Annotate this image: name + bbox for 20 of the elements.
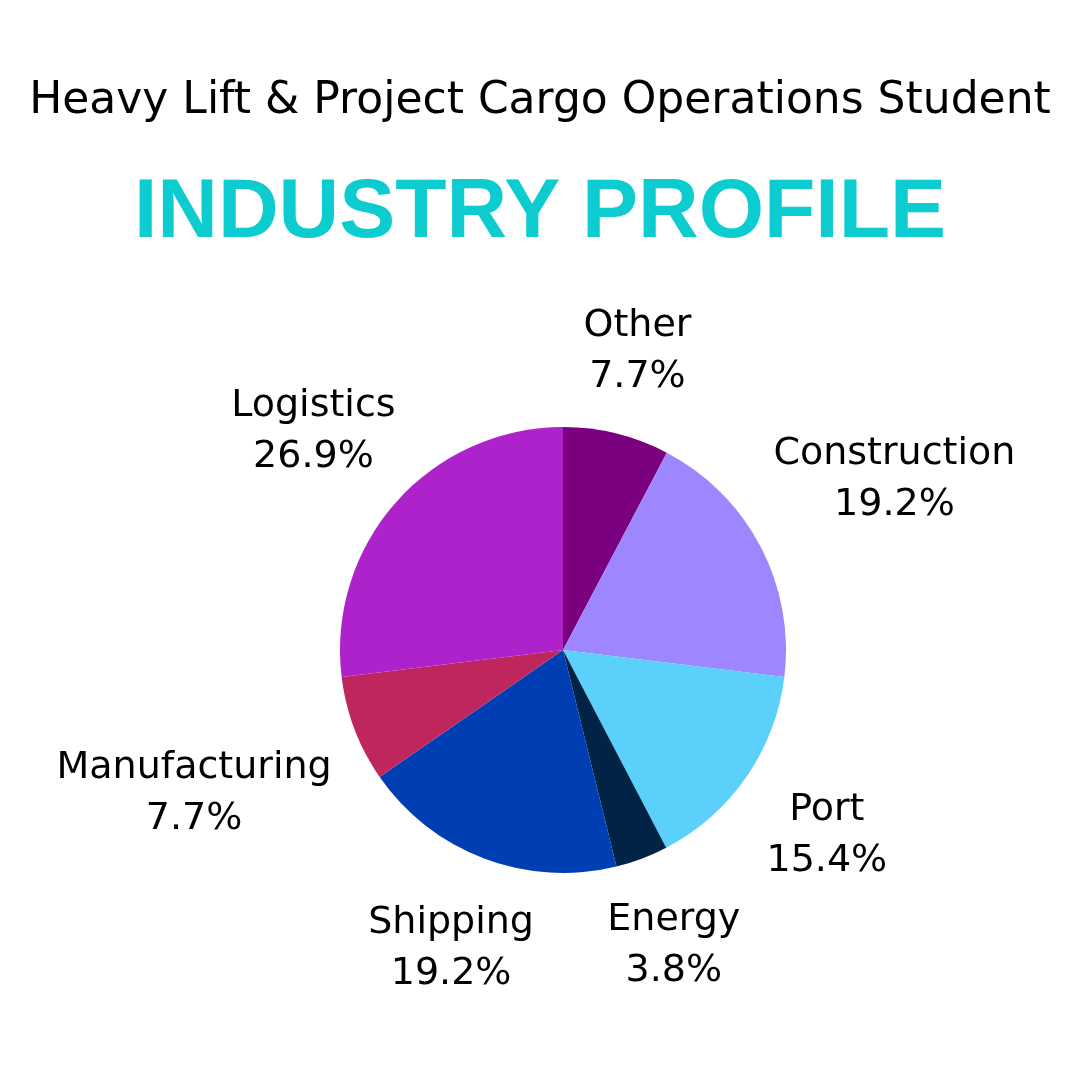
slice-label: Energy: [607, 895, 741, 940]
slice-label: Manufacturing: [56, 742, 332, 787]
data-label: 7.7%: [145, 793, 243, 838]
pie-slice: [563, 650, 667, 867]
data-label: 7.7%: [589, 352, 686, 396]
data-label: 3.8%: [625, 946, 723, 991]
pie-slice: [341, 650, 563, 777]
slice-label: Shipping: [368, 898, 534, 943]
data-label: 26.9%: [253, 432, 374, 477]
chart-subtitle: INDUSTRY PROFILE: [133, 161, 947, 255]
data-label: 15.4%: [766, 836, 888, 881]
slice-label: Logistics: [231, 381, 396, 426]
pie-slice: [563, 427, 667, 650]
slice-label: Construction: [773, 428, 1016, 473]
pie-slice: [379, 650, 617, 873]
chart-title: Heavy Lift & Project Cargo Operations Student: [29, 72, 1051, 123]
data-label: 19.2%: [390, 949, 512, 994]
slice-label: Port: [789, 785, 865, 830]
slice-label: Other: [583, 301, 692, 345]
data-label: 19.2%: [834, 479, 955, 524]
